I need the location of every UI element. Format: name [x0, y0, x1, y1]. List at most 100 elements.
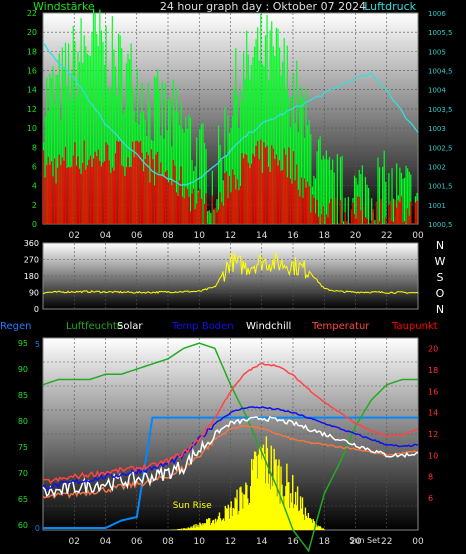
gust-bar	[102, 162, 104, 224]
wind-bar	[72, 26, 74, 225]
gust-bar	[216, 212, 218, 224]
wind-bar	[294, 122, 296, 224]
wind-y-tick: 8	[32, 143, 37, 152]
solar-bar	[317, 525, 319, 530]
wind-bar	[113, 49, 115, 224]
wind-bar	[328, 156, 331, 224]
solar-bar	[248, 504, 250, 530]
solar-bar	[202, 523, 204, 530]
wind-bar	[180, 102, 182, 224]
gust-bar	[407, 208, 409, 224]
gust-bar	[310, 212, 312, 224]
temp-y-tick: 6	[428, 494, 433, 503]
wind-bar	[114, 66, 117, 224]
wind-bar	[344, 197, 346, 224]
wind-bar	[213, 209, 215, 224]
gust-bar	[188, 196, 190, 224]
solar-bar	[264, 483, 267, 530]
wind-bar	[307, 125, 309, 224]
gust-bar	[371, 220, 373, 224]
solar-bar	[240, 486, 242, 530]
x-tick-label: 14	[256, 537, 268, 547]
solar-bar	[238, 510, 240, 530]
x-tick-label: 16	[287, 537, 299, 547]
wind-bar	[233, 88, 235, 224]
wind-bar	[243, 52, 245, 224]
solar-bar	[192, 526, 194, 530]
solar-bar	[297, 511, 300, 530]
solar-bar	[187, 527, 189, 530]
wind-bar	[371, 198, 373, 224]
gust-bar	[238, 190, 240, 224]
pressure-y-tick: 1001	[428, 202, 446, 210]
solar-bar	[271, 486, 273, 530]
gust-bar	[57, 167, 59, 224]
gust-bar	[147, 155, 149, 224]
humidity-y-tick: 65	[18, 495, 28, 504]
wind-bar	[396, 163, 398, 224]
wind-bar	[282, 61, 284, 224]
wind-bar	[91, 32, 93, 224]
x-tick-label: 00	[412, 537, 424, 547]
solar-bar	[237, 514, 239, 530]
gust-bar	[307, 181, 309, 224]
gust-bar	[313, 197, 315, 224]
wind-y-tick: 12	[27, 105, 37, 114]
wind-bar	[75, 97, 78, 224]
pressure-y-tick: 1004,5	[428, 68, 453, 76]
solar-bar	[226, 508, 228, 530]
gust-bar	[108, 160, 110, 224]
x-tick-label: 04	[100, 537, 112, 547]
gust-bar	[196, 203, 198, 224]
gust-bar	[225, 171, 228, 224]
wind-y-tick: 20	[27, 28, 37, 37]
wind-bar	[50, 78, 53, 224]
wind-bar	[266, 14, 268, 224]
gust-bar	[58, 154, 60, 224]
gust-bar	[233, 174, 235, 224]
gust-bar	[77, 156, 79, 224]
wind-bar	[305, 88, 307, 224]
gust-bar	[47, 156, 49, 224]
solar-bar	[243, 494, 245, 530]
temp-y-tick: 10	[428, 451, 438, 460]
gust-bar	[271, 145, 273, 224]
solar-bar	[210, 522, 213, 530]
wind-bar	[199, 128, 201, 224]
legend-item: Temp Boden	[171, 321, 234, 332]
wind-bar	[186, 128, 188, 224]
wind-bar	[218, 125, 220, 224]
wind-bar	[143, 111, 145, 224]
wind-bar	[58, 53, 60, 225]
wind-bar	[85, 46, 87, 225]
gust-bar	[178, 180, 181, 224]
gust-bar	[185, 186, 187, 224]
wind-bar	[250, 65, 253, 225]
solar-bar	[285, 486, 287, 530]
gust-bar	[119, 141, 121, 224]
solar-bar	[249, 502, 251, 530]
humidity-y-ticks: 60 65 70 75 80 85 90 95	[18, 339, 28, 530]
wind-bar	[99, 9, 101, 224]
solar-bar	[195, 524, 197, 530]
solar-bar	[209, 525, 212, 530]
gust-bar	[318, 216, 320, 224]
solar-bar	[263, 453, 266, 530]
gust-bar	[236, 179, 238, 224]
gust-bar	[396, 207, 398, 224]
solar-bar	[315, 523, 317, 530]
wind-bar	[368, 188, 370, 224]
wind-bar	[49, 73, 51, 224]
solar-bar	[267, 483, 270, 530]
solar-bar	[197, 524, 199, 530]
solar-bar	[212, 519, 215, 530]
gust-bar	[364, 217, 367, 224]
gust-bar	[93, 158, 95, 224]
gust-bar	[388, 204, 390, 224]
wind-bar	[118, 33, 120, 225]
solar-bar	[308, 518, 311, 530]
gust-bar	[158, 173, 160, 224]
gust-bar	[280, 170, 282, 224]
wind-bar	[185, 116, 187, 224]
wind-y-tick: 22	[27, 9, 37, 18]
